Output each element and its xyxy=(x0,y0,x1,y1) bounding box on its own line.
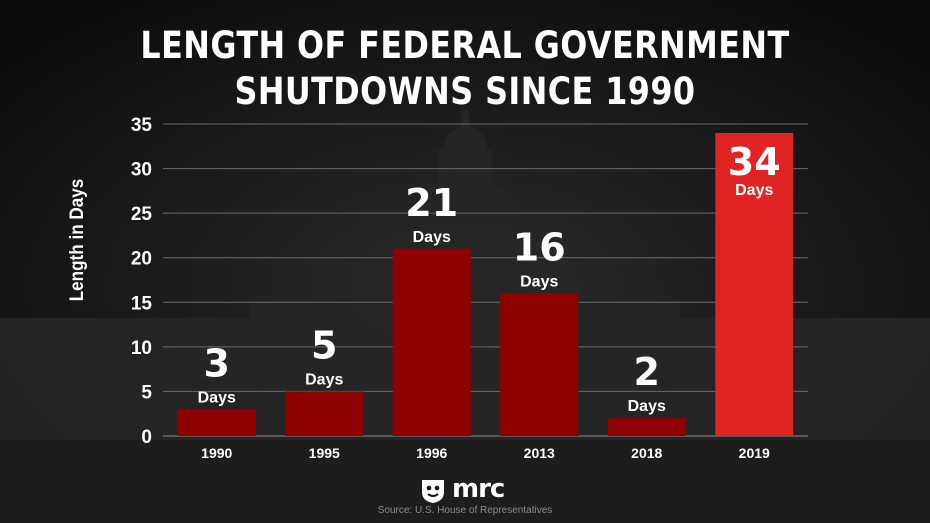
y-tick-label: 15 xyxy=(131,293,153,314)
y-tick-label: 5 xyxy=(141,382,152,403)
bars xyxy=(177,132,794,436)
data-label-unit: Days xyxy=(413,229,451,246)
y-tick-label: 30 xyxy=(131,160,152,181)
source-note: Source: U.S. House of Representatives xyxy=(377,505,553,516)
y-tick-labels: 0 5 10 15 20 25 30 35 xyxy=(131,115,153,448)
bar-1996 xyxy=(392,248,471,436)
y-axis-label: Length in Days xyxy=(67,178,88,302)
data-label-unit: Days xyxy=(520,273,558,290)
data-label-value: 21 xyxy=(405,181,458,225)
data-label-value: 16 xyxy=(513,225,566,269)
y-tick-label: 0 xyxy=(141,427,152,448)
bar-1990 xyxy=(177,409,256,436)
x-tick-label: 1990 xyxy=(201,445,232,461)
bar-1995 xyxy=(285,391,364,436)
x-tick-label: 2018 xyxy=(631,445,662,461)
data-label-value: 34 xyxy=(728,140,781,184)
y-tick-label: 20 xyxy=(131,249,152,270)
bar-2019 xyxy=(715,132,794,436)
data-label-value: 2 xyxy=(634,350,660,394)
mrc-logo: mrc xyxy=(418,474,505,504)
bar-2018 xyxy=(607,418,686,436)
x-tick-label: 1995 xyxy=(309,445,340,461)
chart-title-line-1: LENGTH OF FEDERAL GOVERNMENT xyxy=(140,24,790,67)
data-label-unit: Days xyxy=(198,389,236,406)
data-label-value: 5 xyxy=(311,323,337,367)
x-tick-labels: 1990 1995 1996 2013 2018 2019 xyxy=(201,445,770,461)
y-tick-label: 25 xyxy=(131,204,153,225)
bar-2013 xyxy=(500,293,579,436)
data-label-unit: Days xyxy=(735,182,773,199)
data-label-value: 3 xyxy=(204,341,230,385)
x-tick-label: 2013 xyxy=(524,445,555,461)
data-label-unit: Days xyxy=(305,371,343,388)
gridlines xyxy=(163,123,808,437)
bulldog-logo-icon xyxy=(422,480,444,503)
data-label-unit: Days xyxy=(628,398,666,415)
x-tick-label: 2019 xyxy=(739,445,770,461)
chart-title-line-2: SHUTDOWNS SINCE 1990 xyxy=(234,70,696,113)
y-tick-label: 35 xyxy=(131,115,153,136)
y-tick-label: 10 xyxy=(131,338,152,359)
logo-text: mrc xyxy=(452,474,505,504)
x-tick-label: 1996 xyxy=(416,445,447,461)
